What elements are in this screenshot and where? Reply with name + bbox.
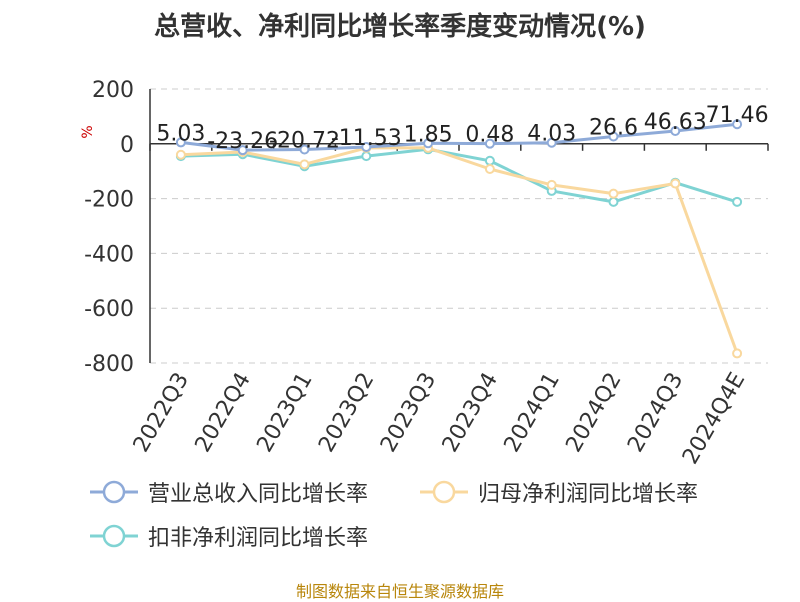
data-point	[299, 159, 310, 170]
x-tick-label: 2024Q4E	[678, 369, 750, 469]
x-tick-label: 2023Q3	[376, 368, 441, 456]
data-point	[732, 119, 743, 130]
x-tick-label: 2024Q2	[561, 369, 626, 457]
data-label: 71.46	[706, 103, 769, 128]
series-line	[180, 146, 739, 354]
data-point	[732, 196, 743, 207]
legend-marker-icon	[90, 524, 138, 548]
data-point	[670, 178, 681, 189]
data-label: -11.53	[331, 126, 402, 151]
source-note: 制图数据来自恒生聚源数据库	[295, 582, 504, 601]
data-label: -20.72	[269, 128, 340, 153]
data-point	[608, 131, 619, 142]
x-tick-label: 2022Q3	[129, 369, 194, 457]
legend-item-deducted-profit[interactable]: 扣非净利润同比增长率	[88, 518, 368, 554]
data-point	[670, 126, 681, 137]
y-tick-label: -200	[84, 188, 134, 213]
legend-marker-icon	[420, 480, 468, 504]
data-point	[237, 145, 248, 156]
data-label: 0.48	[465, 123, 514, 148]
legend-marker-icon	[90, 480, 138, 504]
series-line	[180, 147, 738, 204]
y-tick-label: -400	[84, 242, 134, 267]
data-label: 46.63	[644, 110, 707, 135]
data-point	[361, 151, 372, 162]
data-label: 1.85	[404, 122, 453, 147]
data-point	[423, 138, 434, 149]
series-line	[180, 122, 738, 152]
data-point	[175, 149, 186, 160]
legend-item-revenue[interactable]: 营业总收入同比增长率	[88, 474, 368, 510]
y-tick-label: -800	[84, 352, 134, 377]
data-point	[484, 155, 495, 166]
data-point	[608, 196, 619, 207]
data-point	[484, 164, 495, 175]
data-point	[361, 141, 372, 152]
chart-title: 总营收、净利同比增长率季度变动情况(%)	[154, 12, 646, 42]
y-axis-label: %	[80, 125, 96, 138]
data-label: 5.03	[156, 121, 205, 146]
x-tick-label: 2024Q3	[623, 369, 688, 457]
x-tick-label: 2024Q1	[500, 369, 565, 457]
data-point	[608, 188, 619, 199]
data-label: 26.6	[589, 116, 638, 141]
x-tick-label: 2023Q4	[438, 369, 503, 457]
x-tick-label: 2023Q1	[252, 369, 317, 457]
y-tick-label: 0	[120, 133, 134, 158]
data-point	[484, 138, 495, 149]
legend-label: 扣非净利润同比增长率	[148, 526, 369, 551]
data-point	[732, 348, 743, 359]
data-point	[175, 137, 186, 148]
y-tick-label: 200	[92, 78, 134, 103]
x-tick-label: 2022Q4	[191, 369, 256, 457]
data-point	[546, 179, 557, 190]
legend-label: 营业总收入同比增长率	[148, 482, 369, 507]
legend-item-net-profit[interactable]: 归母净利润同比增长率	[418, 474, 698, 510]
legend-label: 归母净利润同比增长率	[478, 482, 699, 507]
y-tick-label: -600	[84, 297, 134, 322]
data-label: -23.26	[207, 129, 278, 154]
x-tick-label: 2023Q2	[314, 369, 379, 457]
data-point	[299, 144, 310, 155]
data-point	[546, 137, 557, 148]
data-label: 4.03	[527, 122, 576, 147]
